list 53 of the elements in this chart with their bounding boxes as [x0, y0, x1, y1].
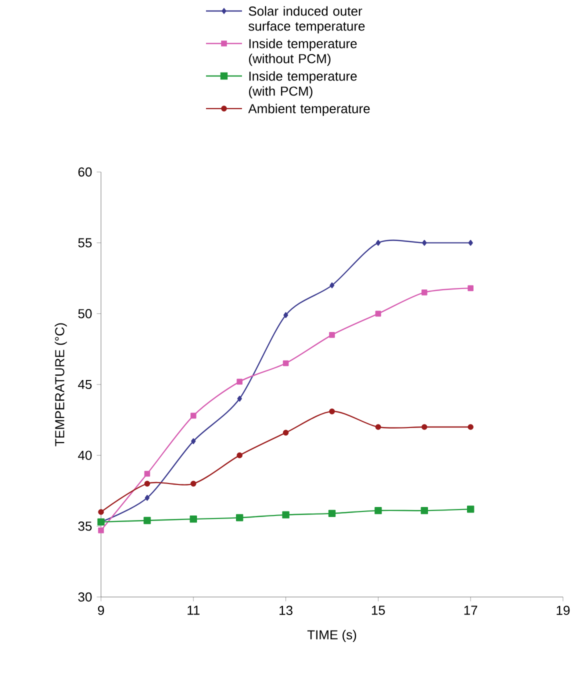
point — [468, 240, 473, 246]
point — [190, 480, 196, 487]
x-tick-label: 9 — [98, 606, 104, 615]
y-tick-label: 50 — [78, 309, 92, 318]
y-tick-label: 30 — [78, 592, 92, 602]
point — [190, 515, 197, 523]
point — [468, 424, 474, 430]
y-tick-label: 60 — [78, 167, 92, 177]
point — [466, 506, 474, 513]
point — [98, 509, 104, 515]
point — [191, 438, 196, 444]
point — [144, 494, 150, 501]
point — [328, 510, 336, 518]
y-tick-label: 40 — [78, 450, 92, 460]
x-tick-label: 17 — [464, 606, 478, 615]
point — [468, 285, 474, 292]
point — [329, 408, 335, 414]
legend-label: Ambient temperature — [248, 104, 370, 116]
point — [374, 506, 382, 514]
point — [375, 310, 382, 317]
point — [144, 480, 150, 487]
point — [237, 396, 242, 402]
x-tick-label: 19 — [556, 606, 570, 615]
point — [283, 312, 288, 318]
point — [420, 506, 428, 514]
x-tick-label: 15 — [372, 606, 385, 615]
point — [190, 412, 196, 419]
point — [144, 516, 151, 524]
x-axis-title: TIME (s) — [307, 630, 356, 642]
point — [282, 430, 289, 436]
point — [421, 290, 428, 296]
point — [282, 360, 289, 366]
point — [375, 424, 382, 430]
point — [236, 514, 244, 522]
point — [329, 332, 335, 338]
point — [422, 240, 427, 246]
point — [282, 511, 290, 518]
legend-label: Inside temperature (without PCM) — [248, 38, 357, 66]
point — [144, 470, 150, 477]
point — [236, 452, 242, 458]
point — [236, 378, 242, 385]
legend-label: Inside temperature (with PCM) — [248, 71, 357, 98]
point — [421, 424, 428, 430]
legend-label: Solar induced outer surface temperature — [248, 6, 365, 34]
y-axis-title: TEMPERATURE (°C) — [54, 323, 67, 446]
x-tick-label: 11 — [188, 606, 200, 615]
x-tick-label: 13 — [280, 606, 292, 615]
y-tick-label: 35 — [78, 522, 92, 531]
point — [98, 528, 104, 534]
y-tick-label: 45 — [78, 380, 92, 390]
y-tick-label: 55 — [78, 238, 92, 248]
point — [330, 282, 334, 288]
point — [376, 240, 381, 246]
